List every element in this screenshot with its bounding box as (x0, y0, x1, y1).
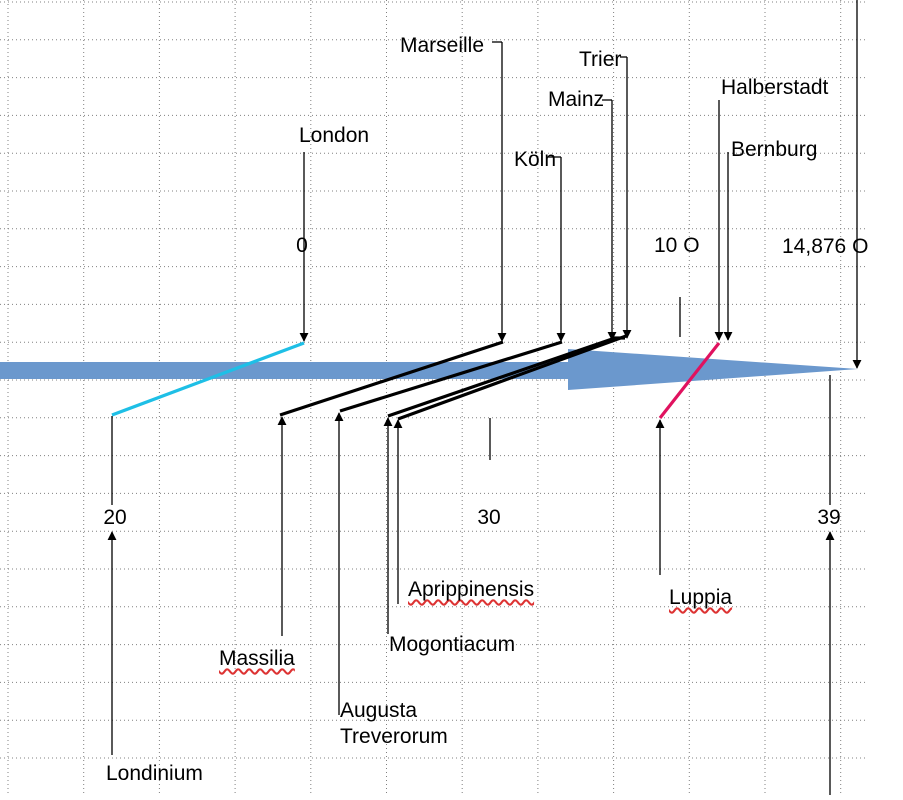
scale-end: 14,876 O (782, 235, 869, 258)
link-marseille-massilia (279, 340, 504, 417)
scale-thirty: 30 (477, 506, 501, 529)
label-luppia: Luppia (669, 586, 733, 609)
scale-twenty: 20 (103, 506, 127, 529)
label-trier: Trier (579, 48, 622, 71)
label-mogontiacum: Mogontiacum (389, 633, 516, 656)
label-marseille: Marseille (400, 34, 485, 57)
bottom-pointers (107, 375, 835, 795)
scale-thirtynine: 39 (817, 506, 841, 529)
label-massilia: Massilia (219, 647, 295, 670)
label-halberstadt: Halberstadt (721, 76, 829, 99)
scale-zero: 0 (296, 234, 308, 257)
link-mainz-mogontiacum (387, 336, 616, 418)
timeline-arrow (0, 349, 858, 390)
grid (0, 0, 866, 795)
roman-links (279, 334, 627, 421)
scale-ten: 10 O (654, 234, 700, 257)
link-halberstadt-luppia (658, 342, 721, 419)
label-mainz: Mainz (548, 88, 605, 111)
link-koln-aprippinensis (339, 340, 563, 413)
label-aprippinensis: Aprippinensis (408, 578, 535, 601)
link-trier-augusta (397, 334, 627, 421)
label-augusta-line1: Augusta (340, 699, 418, 722)
label-london: London (299, 124, 370, 147)
link-london-londinium (111, 341, 305, 417)
label-bernburg: Bernburg (731, 138, 818, 161)
label-londinium: Londinium (106, 762, 203, 785)
label-koln: Köln (514, 148, 557, 171)
top-pointers (299, 0, 862, 369)
label-augusta-line2: Treverorum (340, 725, 448, 748)
